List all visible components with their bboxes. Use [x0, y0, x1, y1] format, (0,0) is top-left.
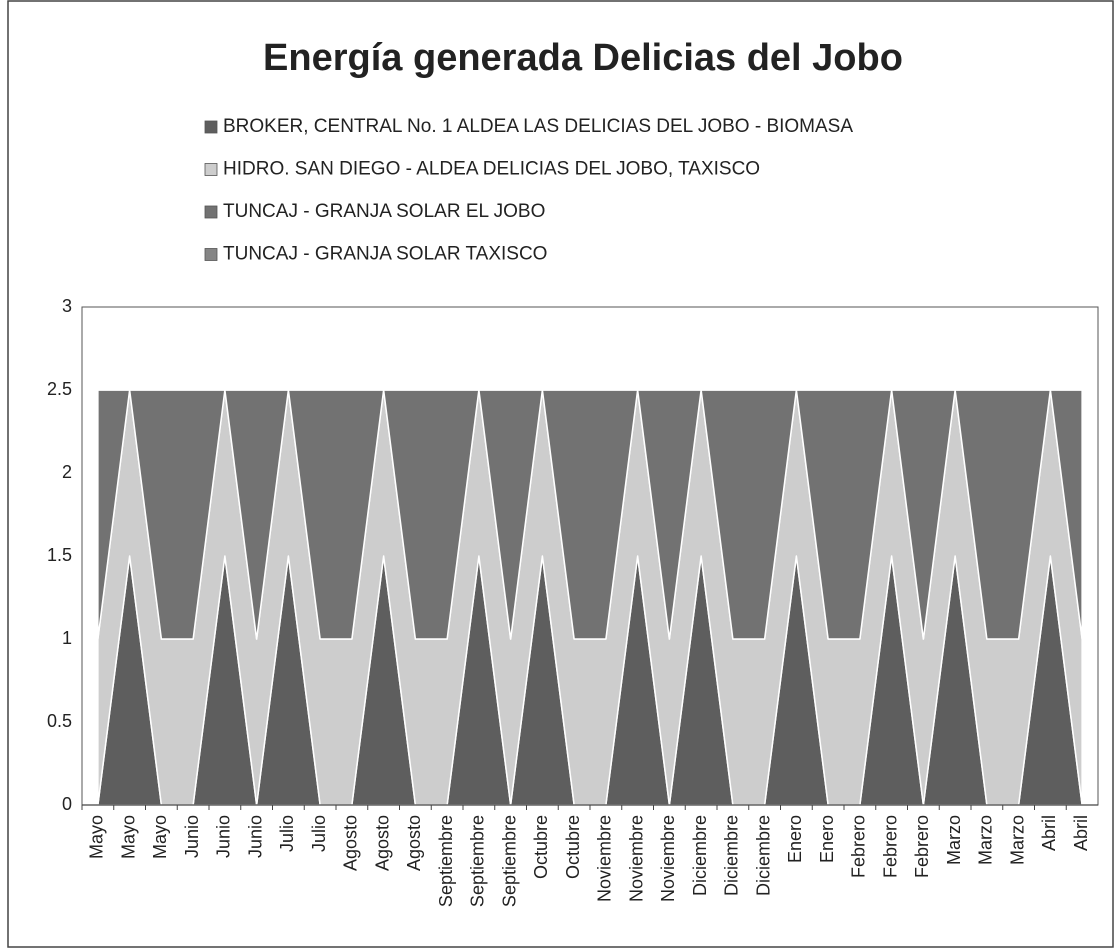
x-tick-label: Noviembre	[658, 815, 678, 902]
x-tick-label: Junio	[214, 815, 234, 858]
x-tick-label: Mayo	[118, 815, 138, 859]
legend-swatch	[204, 248, 218, 261]
x-tick-label: Marzo	[976, 815, 996, 865]
x-tick-label: Septiembre	[468, 815, 488, 907]
x-tick-label: Agosto	[341, 815, 361, 871]
x-tick-label: Abril	[1071, 815, 1091, 851]
x-tick-label: Diciembre	[753, 815, 773, 896]
chart-title: Energía generada Delicias del Jobo	[263, 37, 903, 79]
legend-label: BROKER, CENTRAL No. 1 ALDEA LAS DELICIAS…	[223, 116, 853, 137]
x-tick-label: Enero	[817, 815, 837, 863]
legend-label: TUNCAJ - GRANJA SOLAR EL JOBO	[223, 201, 545, 222]
x-tick-label: Noviembre	[626, 815, 646, 902]
legend-swatch	[204, 205, 218, 219]
x-tick-label: Febrero	[880, 815, 900, 878]
x-tick-label: Agosto	[372, 815, 392, 871]
y-tick-label: 0.5	[47, 711, 72, 731]
legend-label: TUNCAJ - GRANJA SOLAR TAXISCO	[223, 244, 547, 265]
legend-swatch	[204, 120, 218, 134]
y-tick-label: 3	[62, 296, 72, 316]
x-tick-label: Febrero	[912, 815, 932, 878]
x-tick-label: Septiembre	[499, 815, 519, 907]
y-tick-label: 2.5	[47, 379, 72, 399]
y-tick-label: 1.5	[47, 545, 72, 565]
x-tick-label: Junio	[245, 815, 265, 858]
x-tick-label: Noviembre	[595, 815, 615, 902]
x-tick-label: Junio	[182, 815, 202, 858]
x-tick-label: Septiembre	[436, 815, 456, 907]
x-tick-label: Octubre	[531, 815, 551, 879]
x-tick-label: Julio	[309, 815, 329, 852]
x-tick-label: Enero	[785, 815, 805, 863]
x-tick-label: Agosto	[404, 815, 424, 871]
y-tick-label: 1	[62, 628, 72, 648]
x-tick-label: Diciembre	[722, 815, 742, 896]
y-tick-label: 2	[62, 462, 72, 482]
legend-swatch	[204, 163, 218, 176]
y-tick-label: 0	[62, 794, 72, 814]
x-tick-label: Diciembre	[690, 815, 710, 896]
x-tick-label: Mayo	[150, 815, 170, 859]
x-tick-label: Marzo	[1007, 815, 1027, 865]
x-tick-label: Octubre	[563, 815, 583, 879]
x-tick-label: Julio	[277, 815, 297, 852]
x-tick-label: Marzo	[944, 815, 964, 865]
x-tick-label: Mayo	[87, 815, 107, 859]
x-tick-label: Febrero	[849, 815, 869, 878]
legend-label: HIDRO. SAN DIEGO - ALDEA DELICIAS DEL JO…	[223, 159, 760, 180]
x-tick-label: Abril	[1039, 815, 1059, 851]
